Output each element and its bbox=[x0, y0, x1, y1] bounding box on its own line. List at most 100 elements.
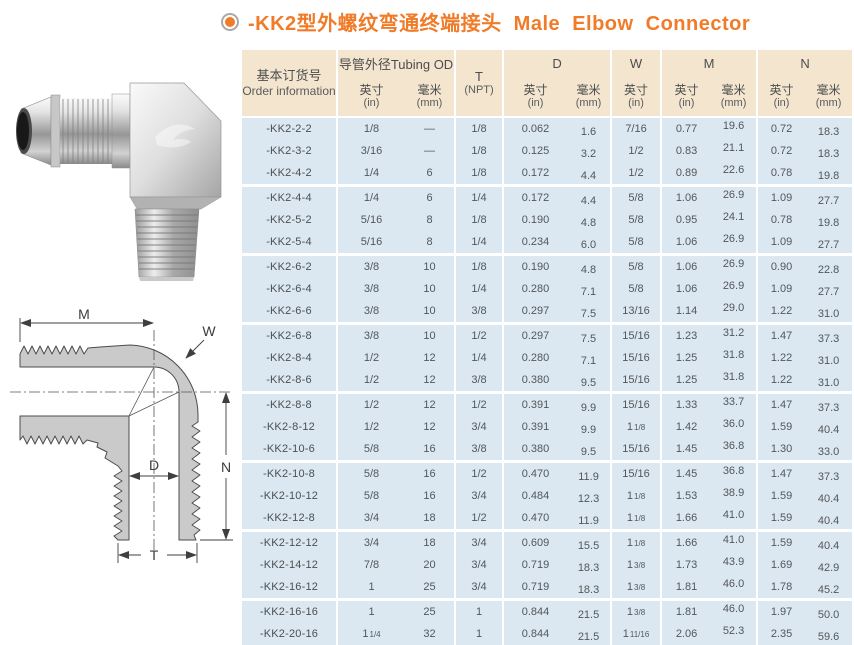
cell-tubing-in: 3/8 bbox=[336, 254, 405, 278]
cell-order-code: -KK2-20-16 bbox=[242, 623, 337, 645]
cell-w-in: 111/16 bbox=[610, 623, 662, 645]
cell-tubing-in: 1/2 bbox=[336, 416, 405, 438]
cell-d-mm: 4.8 bbox=[567, 254, 612, 278]
cell-n-mm: 22.8 bbox=[805, 254, 853, 278]
cell-m-in: 1.45 bbox=[660, 438, 712, 463]
cell-n-mm: 40.4 bbox=[805, 416, 853, 438]
cell-d-in: 0.391 bbox=[502, 392, 568, 416]
cell-t-npt: 1/4 bbox=[454, 185, 504, 209]
dimension-lines bbox=[19, 318, 233, 563]
cell-order-code: -KK2-5-4 bbox=[242, 231, 337, 256]
cell-order-code: -KK2-16-16 bbox=[242, 599, 337, 623]
header-m: M bbox=[660, 50, 758, 76]
cell-d-in: 0.609 bbox=[502, 530, 568, 554]
cell-d-in: 0.470 bbox=[502, 507, 568, 532]
cell-w-in: 13/8 bbox=[610, 599, 662, 623]
table-row: -KK2-2-2 1/8—1/8 0.062 1.6 7/16 0.77 19.6 0.72 1… bbox=[242, 116, 853, 140]
cell-tubing-in: 3/16 bbox=[336, 140, 405, 162]
cell-tubing-mm: 12 bbox=[405, 392, 456, 416]
cell-tubing-in: 3/8 bbox=[336, 323, 405, 347]
table-row: -KK2-10-12 5/8 16 3/4 0.484 12.3 11/8 1.53 38.9 1… bbox=[242, 485, 853, 507]
table-row: -KK2-16-12 1 25 3/4 0.719 18.3 13/8 1.81 46.0 1.7… bbox=[242, 576, 853, 601]
cell-n-mm: 40.4 bbox=[805, 507, 853, 532]
cell-n-in: 1.59 bbox=[756, 530, 806, 554]
cell-n-in: 1.47 bbox=[756, 461, 806, 485]
cell-m-in: 1.81 bbox=[660, 576, 712, 601]
cell-order-code: -KK2-5-2 bbox=[242, 209, 337, 231]
cell-m-mm: 41.0 bbox=[711, 530, 758, 554]
cell-d-in: 0.234 bbox=[502, 231, 568, 256]
table-row: -KK2-6-4 3/8 10 1/4 0.280 7.1 5/8 1.06 26.9 1.09 2… bbox=[242, 278, 853, 300]
table-row: -KK2-8-6 1/2 12 3/8 0.380 9.5 15/16 1.25 31.8 1.2… bbox=[242, 369, 853, 394]
table-row: -KK2-10-8 5/8 16 1/2 0.470 11.9 15/16 1.45 36.8 1… bbox=[242, 461, 853, 485]
cell-d-mm: 7.1 bbox=[567, 347, 612, 369]
orange-bullet-icon bbox=[221, 12, 239, 31]
title-en: Male Elbow Connector bbox=[513, 13, 751, 35]
cell-t-npt: 1/2 bbox=[454, 507, 504, 532]
cell-t-npt: 1/2 bbox=[454, 392, 504, 416]
header-m-in: 英寸 (in) bbox=[660, 76, 712, 117]
label-m: M bbox=[78, 306, 90, 322]
cell-m-in: 0.77 bbox=[660, 116, 712, 140]
cell-d-in: 0.280 bbox=[502, 347, 568, 369]
header-n-mm: 毫米 (mm) bbox=[805, 76, 853, 117]
cell-tubing-mm: 8 bbox=[405, 209, 456, 231]
title-zh: -KK2型外螺纹弯通终端接头 bbox=[248, 13, 502, 35]
cell-m-mm: 19.6 bbox=[711, 116, 758, 140]
seat-cone-lines bbox=[128, 366, 180, 417]
cell-n-mm: 45.2 bbox=[805, 576, 853, 601]
cell-d-mm: 9.5 bbox=[567, 438, 612, 463]
cell-d-in: 0.062 bbox=[502, 116, 568, 140]
cell-order-code: -KK2-10-8 bbox=[242, 461, 337, 485]
cell-m-in: 1.42 bbox=[660, 416, 712, 438]
cell-d-in: 0.844 bbox=[502, 599, 568, 623]
cell-tubing-mm: 16 bbox=[405, 461, 456, 485]
cell-t-npt: 1/8 bbox=[454, 162, 504, 187]
cell-n-in: 1.69 bbox=[756, 554, 806, 576]
table-row: -KK2-10-6 5/8 16 3/8 0.380 9.5 15/16 1.45 36.8 1.… bbox=[242, 438, 853, 463]
cell-order-code: -KK2-8-8 bbox=[242, 392, 337, 416]
cell-tubing-mm: 25 bbox=[405, 576, 456, 601]
spec-table: 基本订货号 Order information 导管外径Tubing OD T … bbox=[242, 50, 853, 645]
cell-tubing-mm: 18 bbox=[405, 530, 456, 554]
cell-m-mm: 22.6 bbox=[711, 162, 758, 187]
cell-n-mm: 50.0 bbox=[805, 599, 853, 623]
cell-n-in: 1.59 bbox=[756, 507, 806, 532]
cell-d-mm: 18.3 bbox=[567, 576, 612, 601]
cell-n-mm: 18.3 bbox=[805, 140, 853, 162]
cell-tubing-mm: 6 bbox=[405, 185, 456, 209]
cell-d-mm: 4.4 bbox=[567, 185, 612, 209]
header-w: W bbox=[610, 50, 662, 76]
cell-n-in: 0.72 bbox=[756, 140, 806, 162]
cell-n-mm: 31.0 bbox=[805, 347, 853, 369]
cell-m-mm: 52.3 bbox=[711, 623, 758, 645]
cell-n-in: 0.90 bbox=[756, 254, 806, 278]
cell-w-in: 11/8 bbox=[610, 507, 662, 532]
cell-tubing-in: 3/8 bbox=[336, 300, 405, 325]
cell-t-npt: 1 bbox=[454, 623, 504, 645]
cell-t-npt: 3/8 bbox=[454, 369, 504, 394]
cell-w-in: 15/16 bbox=[610, 392, 662, 416]
cell-n-in: 0.72 bbox=[756, 116, 806, 140]
cell-d-mm: 11.9 bbox=[567, 507, 612, 532]
cell-d-mm: 7.5 bbox=[567, 300, 612, 325]
dimension-labels: M W N D T bbox=[78, 306, 231, 563]
cell-tubing-in: 5/8 bbox=[336, 438, 405, 463]
cell-n-mm: 40.4 bbox=[805, 485, 853, 507]
cell-m-mm: 38.9 bbox=[711, 485, 758, 507]
cell-n-mm: 37.3 bbox=[805, 461, 853, 485]
cell-m-mm: 46.0 bbox=[711, 576, 758, 601]
cell-m-in: 1.66 bbox=[660, 507, 712, 532]
cell-n-mm: 59.6 bbox=[805, 623, 853, 645]
table-row: -KK2-8-12 1/2 12 3/4 0.391 9.9 11/8 1.42 36.0 1.5… bbox=[242, 416, 853, 438]
cell-tubing-mm: 10 bbox=[405, 323, 456, 347]
cell-tubing-in: 3/8 bbox=[336, 278, 405, 300]
cell-tubing-in: 1/4 bbox=[336, 185, 405, 209]
cell-d-in: 0.190 bbox=[502, 209, 568, 231]
table-row: -KK2-5-2 5/16 8 1/8 0.190 4.8 5/8 0.95 24.1 0.78 1… bbox=[242, 209, 853, 231]
table-row: -KK2-12-8 3/4 18 1/2 0.470 11.9 11/8 1.66 41.0 1.… bbox=[242, 507, 853, 532]
cell-tubing-in: 5/8 bbox=[336, 461, 405, 485]
cell-n-mm: 42.9 bbox=[805, 554, 853, 576]
cell-w-in: 15/16 bbox=[610, 347, 662, 369]
